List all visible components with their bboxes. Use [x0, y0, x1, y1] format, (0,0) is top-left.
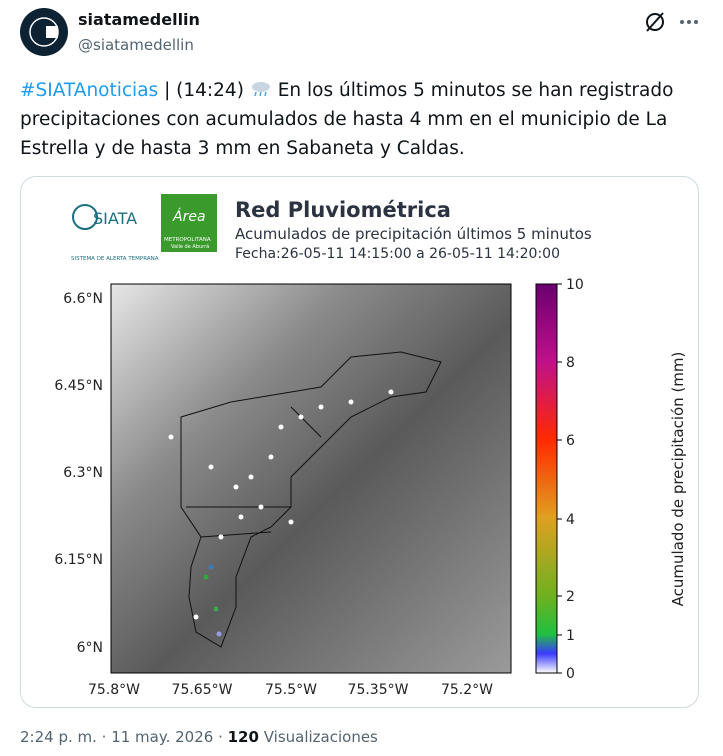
logo-text: Área: [172, 208, 206, 225]
grok-icon[interactable]: [646, 12, 664, 32]
view-count: 120: [227, 728, 259, 746]
media-card[interactable]: SIATA SISTEMA DE ALERTA TEMPRANA Área ME…: [20, 176, 699, 708]
rain-map: SIATA SISTEMA DE ALERTA TEMPRANA Área ME…: [54, 194, 687, 698]
timestamp[interactable]: 2:24 p. m. · 11 may. 2026 ·: [20, 728, 223, 746]
colorbar-tick-label: 1: [566, 628, 575, 644]
colorbar-tick-label: 2: [566, 589, 575, 605]
views-label: Visualizaciones: [263, 728, 378, 746]
logo-tagline: SISTEMA DE ALERTA TEMPRANA: [71, 256, 159, 262]
lat-label: 6.3°N: [63, 465, 103, 481]
post-body: En los últimos 5 minutos se han registra…: [20, 80, 674, 159]
more-menu[interactable]: [680, 20, 698, 24]
logo-text: METROPOLITANA: [164, 237, 211, 243]
avatar[interactable]: [20, 8, 70, 58]
colorbar-tick-label: 6: [566, 433, 575, 449]
map-title: Red Pluviométrica: [235, 198, 451, 222]
map-frame: [110, 283, 512, 674]
post-footer: 2:24 p. m. · 11 may. 2026 · 120 Visualiz…: [20, 728, 378, 746]
lon-label: 75.35°W: [348, 682, 409, 698]
lat-label: 6.15°N: [54, 552, 103, 568]
colorbar-tick-label: 10: [566, 277, 584, 293]
logo-text: Valle de Aburrá: [171, 243, 209, 250]
lat-label: 6°N: [77, 640, 103, 656]
rain-dots: [203, 564, 222, 637]
map-date: Fecha:26-05-11 14:15:00 a 26-05-11 14:20…: [235, 246, 560, 262]
station-dots: [168, 389, 394, 620]
colorbar-tick-label: 0: [566, 666, 575, 682]
colorbar-tick-label: 8: [566, 355, 575, 371]
colorbar: [535, 283, 558, 674]
lat-label: 6.6°N: [63, 291, 103, 307]
header-icons: [646, 12, 698, 32]
logo-text: SIATA: [93, 209, 137, 228]
lon-label: 75.65°W: [172, 682, 233, 698]
author-name[interactable]: siatamedellin: [78, 10, 200, 29]
lon-label: 75.5°W: [265, 682, 317, 698]
lon-label: 75.8°W: [88, 682, 140, 698]
lat-label: 6.45°N: [54, 378, 103, 394]
colorbar-tick-label: 4: [566, 512, 575, 528]
municipal-boundaries: [180, 351, 442, 648]
post-text: #SIATAnoticias | (14:24) En los últimos …: [20, 76, 680, 163]
author-handle[interactable]: @siatamedellin: [78, 36, 194, 54]
map-subtitle: Acumulados de precipitación últimos 5 mi…: [235, 225, 592, 243]
lon-label: 75.2°W: [441, 682, 493, 698]
colorbar-label: Acumulado de precipitación (mm): [669, 352, 687, 607]
post-time: | (14:24): [164, 80, 244, 101]
hashtag[interactable]: #SIATAnoticias: [20, 80, 159, 101]
rain-emoji: [251, 82, 270, 97]
siata-logo: SIATA SISTEMA DE ALERTA TEMPRANA Área ME…: [71, 194, 217, 262]
